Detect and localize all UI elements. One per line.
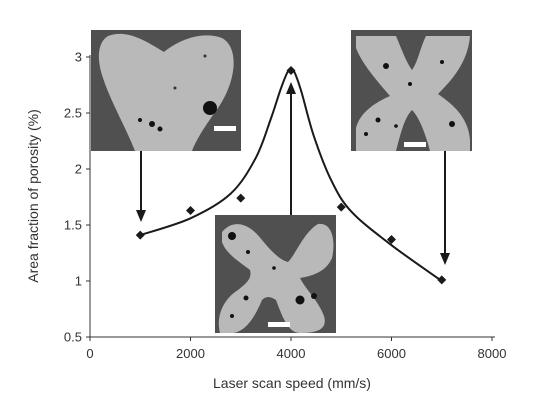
arrow-high-speed-head xyxy=(440,253,450,265)
y-tick-label: 3 xyxy=(75,50,82,65)
data-point xyxy=(135,230,145,240)
micrograph-peak xyxy=(215,215,336,333)
x-tick-label: 2000 xyxy=(176,346,205,361)
arrows xyxy=(136,82,450,265)
y-tick-label: 2.5 xyxy=(64,106,82,121)
x-tick-label: 6000 xyxy=(377,346,406,361)
data-points xyxy=(135,65,447,285)
arrow-low-speed-head xyxy=(136,210,146,222)
data-point xyxy=(437,275,447,285)
axes xyxy=(89,55,495,338)
micrograph-high-speed xyxy=(351,30,472,151)
x-tick-label: 0 xyxy=(86,346,93,361)
x-axis-title: Laser scan speed (mm/s) xyxy=(213,375,371,391)
x-tick-label: 4000 xyxy=(277,346,306,361)
x-tick-label: 8000 xyxy=(478,346,507,361)
data-point xyxy=(286,65,296,75)
y-tick-label: 1 xyxy=(75,274,82,289)
y-ticks: 0.5 1 1.5 2 2.5 3 xyxy=(64,50,90,345)
data-point xyxy=(186,205,195,215)
y-tick-label: 2 xyxy=(75,162,82,177)
data-point xyxy=(336,202,346,212)
micrograph-low-speed xyxy=(91,30,241,152)
y-tick-label: 0.5 xyxy=(64,330,82,345)
data-point xyxy=(387,235,396,245)
arrow-peak-head xyxy=(286,82,296,94)
y-axis-title: Area fraction of porosity (%) xyxy=(25,109,41,283)
x-ticks: 0 2000 4000 6000 8000 xyxy=(86,337,506,361)
y-tick-label: 1.5 xyxy=(64,218,82,233)
data-point xyxy=(236,193,246,203)
